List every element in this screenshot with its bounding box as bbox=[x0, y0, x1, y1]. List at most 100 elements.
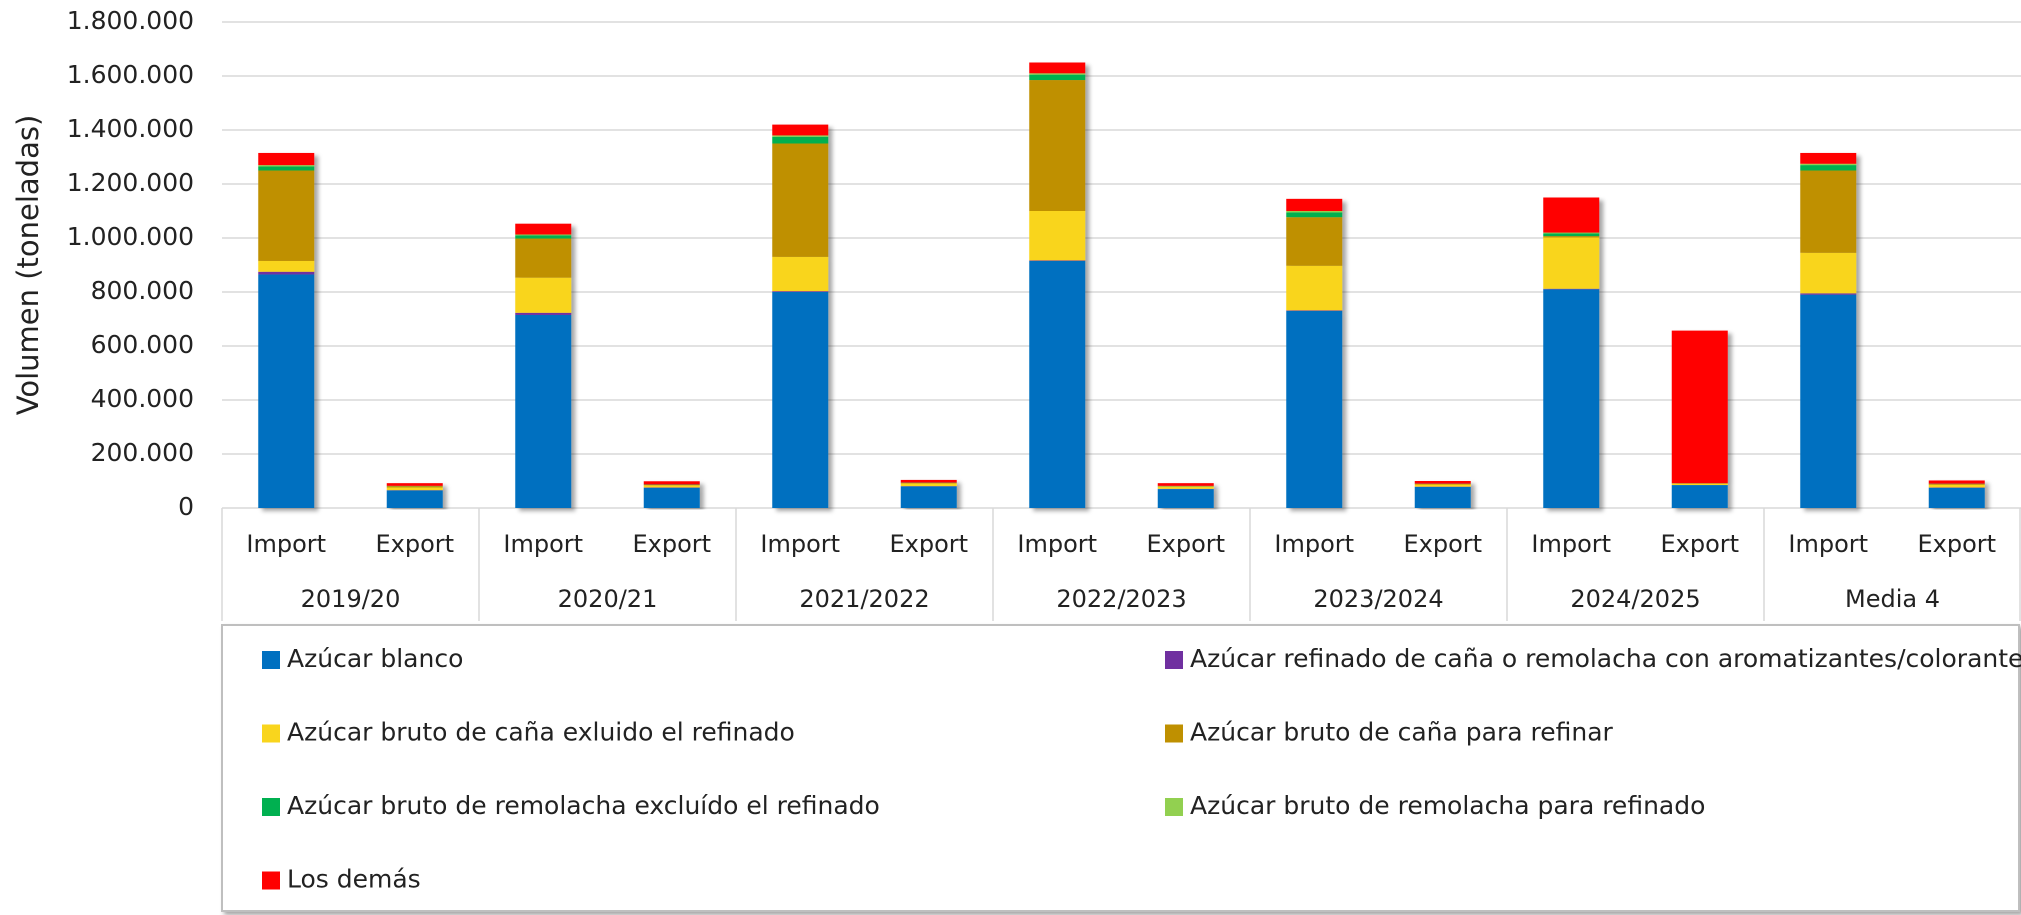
x-tick-label: Import bbox=[1531, 530, 1611, 558]
bar-segment bbox=[1157, 483, 1214, 486]
bar-segment bbox=[1928, 480, 1985, 484]
bar-segment bbox=[1286, 198, 1343, 211]
legend-swatch bbox=[262, 798, 280, 816]
bar-segment bbox=[1800, 294, 1857, 508]
bar-segment bbox=[1157, 486, 1214, 487]
bar-segment bbox=[1286, 310, 1343, 508]
bar-segment bbox=[1800, 163, 1857, 166]
bar-segment bbox=[515, 277, 572, 313]
bar-segment bbox=[1029, 74, 1086, 81]
bar-segment bbox=[258, 274, 315, 508]
bar-segment bbox=[386, 483, 443, 486]
x-tick-label: Import bbox=[246, 530, 326, 558]
bar-segment bbox=[1029, 211, 1086, 261]
bar-segment bbox=[1800, 293, 1857, 295]
y-tick-label: 1.800.000 bbox=[67, 6, 194, 35]
bar-segment bbox=[1671, 483, 1728, 486]
bar-segment bbox=[900, 482, 957, 484]
bar-stack bbox=[1286, 198, 1343, 508]
bar-segment bbox=[515, 312, 572, 315]
bar-segment bbox=[1671, 483, 1728, 484]
legend-swatch bbox=[1165, 724, 1183, 743]
bar-segment bbox=[1029, 62, 1086, 74]
bar-segment bbox=[1671, 330, 1728, 484]
bar-segment bbox=[1543, 236, 1600, 238]
bar-segment bbox=[258, 170, 315, 261]
bar-segment bbox=[515, 238, 572, 278]
bar-segment bbox=[1286, 265, 1343, 311]
bar-segment bbox=[643, 481, 700, 485]
bar-segment bbox=[772, 292, 829, 508]
legend-label: Azúcar refinado de caña o remolacha con … bbox=[1190, 644, 2021, 673]
bar-segment bbox=[643, 484, 700, 486]
bar-segment bbox=[1543, 289, 1600, 508]
bar-segment bbox=[1800, 252, 1857, 294]
legend-swatch bbox=[262, 651, 280, 669]
y-tick-label: 0 bbox=[178, 492, 194, 521]
x-tick-label: Export bbox=[1146, 530, 1225, 558]
legend-label: Azúcar bruto de caña para refinar bbox=[1190, 718, 1614, 747]
bar-segment bbox=[900, 486, 957, 508]
group-label: 2021/2022 bbox=[799, 585, 929, 613]
x-tick-label: Export bbox=[1660, 530, 1739, 558]
bar-segment bbox=[1414, 481, 1471, 484]
bar-segment bbox=[1157, 489, 1214, 508]
bar-stack bbox=[1029, 62, 1086, 508]
bar-segment bbox=[1414, 484, 1471, 487]
bar-segment bbox=[1543, 288, 1600, 290]
bar-segment bbox=[1671, 485, 1728, 508]
bar-stack bbox=[515, 223, 572, 508]
bar-segment bbox=[1800, 170, 1857, 253]
bar-segment bbox=[772, 291, 829, 292]
bar-segment bbox=[258, 165, 315, 167]
bar-segment bbox=[1029, 260, 1086, 261]
y-tick-label: 1.000.000 bbox=[67, 222, 194, 251]
x-tick-label: Import bbox=[1788, 530, 1868, 558]
x-tick-label: Import bbox=[1274, 530, 1354, 558]
bar-segment bbox=[1928, 487, 1985, 508]
bar-segment bbox=[1029, 260, 1086, 508]
x-tick-label: Export bbox=[375, 530, 454, 558]
y-tick-label: 200.000 bbox=[91, 438, 194, 467]
group-label: 2023/2024 bbox=[1313, 585, 1443, 613]
bar-segment bbox=[1286, 212, 1343, 218]
x-tick-label: Export bbox=[632, 530, 711, 558]
bar-segment bbox=[772, 135, 829, 137]
bar-segment bbox=[772, 124, 829, 136]
bar-segment bbox=[1414, 486, 1471, 508]
bar-segment bbox=[900, 483, 957, 487]
legend-label: Los demás bbox=[287, 865, 421, 894]
bar-segment bbox=[643, 487, 700, 508]
bar-segment bbox=[1800, 165, 1857, 171]
bar-segment bbox=[643, 485, 700, 488]
legend-label: Azúcar bruto de caña exluido el refinado bbox=[287, 718, 795, 747]
y-axis-title: Volumen (toneladas) bbox=[11, 115, 45, 416]
bar-segment bbox=[772, 256, 829, 292]
bar-stack bbox=[258, 152, 315, 508]
x-tick-label: Import bbox=[760, 530, 840, 558]
bar-stack bbox=[900, 479, 957, 508]
bar-segment bbox=[1928, 483, 1985, 485]
bar-segment bbox=[772, 136, 829, 144]
bar-segment bbox=[1800, 152, 1857, 164]
legend-swatch bbox=[262, 871, 280, 890]
legend-label: Azúcar bruto de remolacha para refinado bbox=[1190, 791, 1705, 820]
bar-stack bbox=[1671, 330, 1728, 508]
bar-segment bbox=[1414, 483, 1471, 485]
bar-stack bbox=[772, 124, 829, 508]
bar-segment bbox=[515, 223, 572, 235]
bar-segment bbox=[386, 487, 443, 491]
bar-segment bbox=[515, 234, 572, 236]
bar-segment bbox=[258, 166, 315, 171]
y-tick-label: 600.000 bbox=[91, 330, 194, 359]
bar-segment bbox=[1286, 211, 1343, 213]
bar-segment bbox=[515, 235, 572, 239]
group-label: 2022/2023 bbox=[1056, 585, 1186, 613]
group-label: 2024/2025 bbox=[1570, 585, 1700, 613]
x-tick-label: Import bbox=[1017, 530, 1097, 558]
y-tick-label: 1.200.000 bbox=[67, 168, 194, 197]
bar-segment bbox=[1157, 486, 1214, 489]
group-label: Media 4 bbox=[1845, 585, 1940, 613]
y-tick-label: 400.000 bbox=[91, 384, 194, 413]
